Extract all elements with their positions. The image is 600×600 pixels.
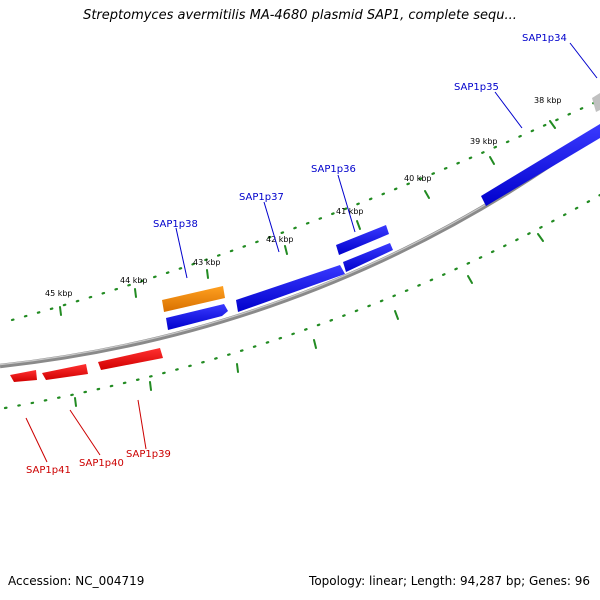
gene-label-sap1p41[interactable]: SAP1p41 bbox=[26, 465, 71, 476]
forward-genes bbox=[162, 93, 600, 330]
scale-label-38: 38 kbp bbox=[534, 96, 562, 105]
scale-label-43: 43 kbp bbox=[193, 258, 221, 267]
topology-summary: Topology: linear; Length: 94,287 bp; Gen… bbox=[309, 574, 590, 588]
leader-sap1p41 bbox=[25, 417, 48, 463]
scale-label-41: 41 kbp bbox=[336, 207, 364, 216]
gene-arrow-sap1p40[interactable] bbox=[42, 364, 88, 380]
gene-label-sap1p35[interactable]: SAP1p35 bbox=[454, 82, 499, 93]
leader-sap1p35 bbox=[494, 91, 523, 129]
gene-arrow-sap1p38[interactable] bbox=[166, 304, 228, 330]
accession-text: Accession: NC_004719 bbox=[8, 574, 145, 588]
outer-tick-ring bbox=[10, 98, 600, 322]
gene-arrow-sap1p37[interactable] bbox=[236, 265, 345, 312]
gene-arrow-sap1p38-rrna[interactable] bbox=[162, 286, 225, 312]
scale-label-40: 40 kbp bbox=[404, 174, 432, 183]
scale-label-45: 45 kbp bbox=[45, 289, 73, 298]
leader-sap1p36 bbox=[337, 174, 356, 233]
gene-arrow-sap1p36b[interactable] bbox=[343, 243, 393, 272]
scale-label-44: 44 kbp bbox=[120, 276, 148, 285]
leader-sap1p40 bbox=[69, 409, 101, 456]
backbone-line bbox=[0, 128, 600, 369]
reverse-genes bbox=[10, 348, 163, 382]
gene-label-sap1p39[interactable]: SAP1p39 bbox=[126, 449, 171, 460]
leader-sap1p38 bbox=[175, 227, 188, 279]
gene-arrow-sap1p35[interactable] bbox=[481, 124, 600, 206]
gene-arrow-sap1p36a[interactable] bbox=[336, 225, 389, 255]
scale-label-42: 42 kbp bbox=[266, 235, 294, 244]
gene-label-sap1p34[interactable]: SAP1p34 bbox=[522, 33, 567, 44]
inner-tick-ring bbox=[3, 193, 600, 410]
gene-arrow-sap1p41[interactable] bbox=[10, 370, 37, 382]
gene-label-sap1p40[interactable]: SAP1p40 bbox=[79, 458, 124, 469]
leader-sap1p37 bbox=[263, 201, 280, 253]
gene-label-sap1p38[interactable]: SAP1p38 bbox=[153, 219, 198, 230]
gene-arrow-sap1p34[interactable] bbox=[592, 93, 600, 112]
scale-label-39: 39 kbp bbox=[470, 137, 498, 146]
gene-label-sap1p37[interactable]: SAP1p37 bbox=[239, 192, 284, 203]
gene-arrow-sap1p39[interactable] bbox=[98, 348, 163, 370]
map-title: Streptomyces avermitilis MA-4680 plasmid… bbox=[83, 8, 517, 23]
gene-label-sap1p36[interactable]: SAP1p36 bbox=[311, 164, 356, 175]
leader-sap1p39 bbox=[137, 399, 147, 450]
leader-sap1p34 bbox=[569, 42, 598, 79]
